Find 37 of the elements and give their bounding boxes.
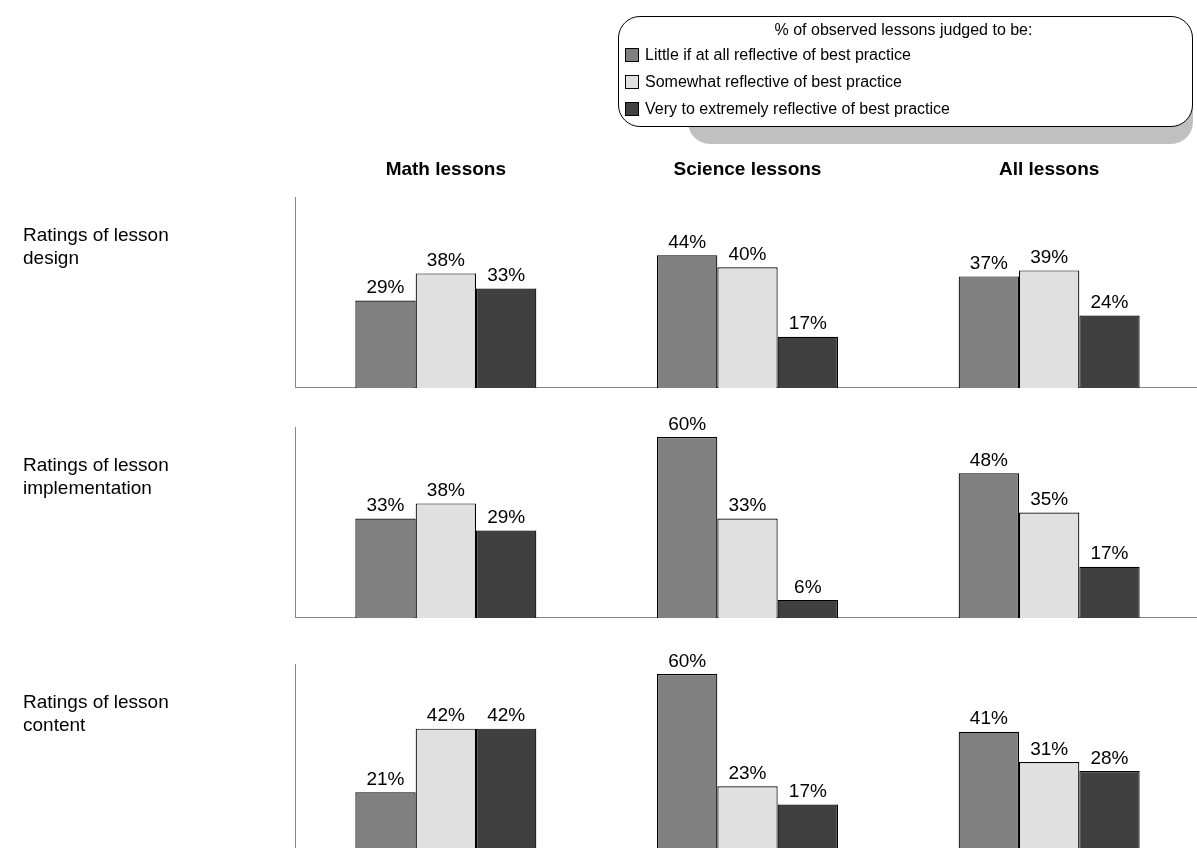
data-label: 23% bbox=[728, 762, 767, 783]
data-label: 60% bbox=[668, 649, 707, 671]
data-label: 29% bbox=[487, 506, 526, 528]
data-label: 37% bbox=[969, 252, 1008, 274]
data-label: 38% bbox=[426, 249, 465, 271]
y-axis-title: Ratings of lesson content bbox=[23, 690, 170, 736]
data-label: 33% bbox=[728, 494, 767, 516]
data-label: 41% bbox=[969, 707, 1008, 729]
data-label: 17% bbox=[788, 780, 827, 802]
legend-label: Somewhat reflective of best practice bbox=[645, 72, 903, 92]
legend-title: % of observed lessons judged to be: bbox=[773, 20, 1034, 40]
x-tick-label: Science lessons bbox=[673, 157, 822, 179]
data-label: 39% bbox=[1030, 246, 1069, 268]
data-label: 48% bbox=[969, 448, 1008, 470]
data-label: 29% bbox=[366, 276, 405, 298]
x-tick-label: All lessons bbox=[999, 157, 1100, 179]
x-tick-label: Math lessons bbox=[385, 157, 507, 179]
data-label: 40% bbox=[728, 243, 767, 265]
y-axis-title: Ratings of lesson implementation bbox=[23, 453, 170, 499]
y-axis-title: Ratings of lesson design bbox=[23, 223, 170, 269]
data-label: 17% bbox=[788, 312, 827, 334]
data-label: 6% bbox=[794, 575, 822, 597]
data-label: 24% bbox=[1090, 291, 1129, 313]
data-label: 38% bbox=[426, 479, 465, 501]
data-label: 33% bbox=[487, 264, 526, 286]
data-label: 42% bbox=[487, 704, 526, 726]
data-label: 44% bbox=[668, 231, 707, 253]
legend-label: Very to extremely reflective of best practice bbox=[645, 99, 951, 119]
data-label: 33% bbox=[366, 494, 405, 516]
data-label: 21% bbox=[366, 768, 405, 790]
legend-label: Little if at all reflective of best practice bbox=[645, 45, 911, 65]
data-label: 42% bbox=[426, 704, 465, 726]
data-label: 28% bbox=[1090, 746, 1129, 768]
data-label: 60% bbox=[668, 412, 707, 434]
data-label: 35% bbox=[1030, 488, 1069, 510]
data-label: 17% bbox=[1090, 542, 1129, 564]
data-label: 31% bbox=[1030, 737, 1069, 759]
